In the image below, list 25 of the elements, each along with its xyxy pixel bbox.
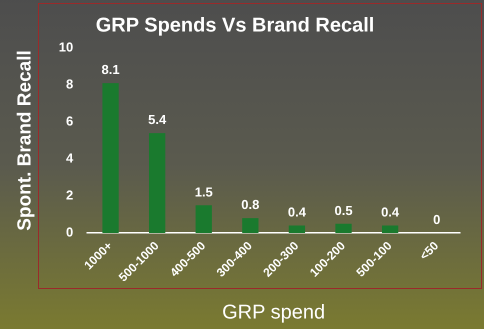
- bar: [288, 226, 306, 233]
- y-tick-label: 2: [66, 188, 74, 203]
- bar: [382, 226, 398, 233]
- y-tick-label: 8: [66, 76, 74, 92]
- x-tick-label: <50: [416, 238, 442, 263]
- bar: [335, 224, 352, 233]
- y-tick-label: 4: [66, 150, 74, 166]
- y-axis-title: Spont. Brand Recall: [14, 50, 36, 231]
- data-label: 0.5: [334, 202, 353, 218]
- data-label: 8.1: [102, 62, 120, 78]
- chart-title: GRP Spends Vs Brand Recall: [96, 14, 374, 37]
- bar: [196, 205, 212, 233]
- y-tick-label: 10: [58, 40, 74, 55]
- y-tick-label: 6: [66, 114, 74, 129]
- bar: [102, 83, 119, 233]
- y-tick-label: 0: [66, 224, 74, 240]
- data-label: 0.8: [241, 197, 260, 212]
- data-label: 1.5: [194, 184, 213, 200]
- bar: [148, 133, 166, 233]
- data-label: 0.4: [381, 204, 400, 220]
- x-axis-title: GRP spend: [222, 302, 326, 324]
- data-label: 5.4: [148, 112, 167, 128]
- bar: [242, 218, 258, 233]
- data-label: 0: [433, 212, 440, 228]
- data-label: 0.4: [288, 204, 307, 220]
